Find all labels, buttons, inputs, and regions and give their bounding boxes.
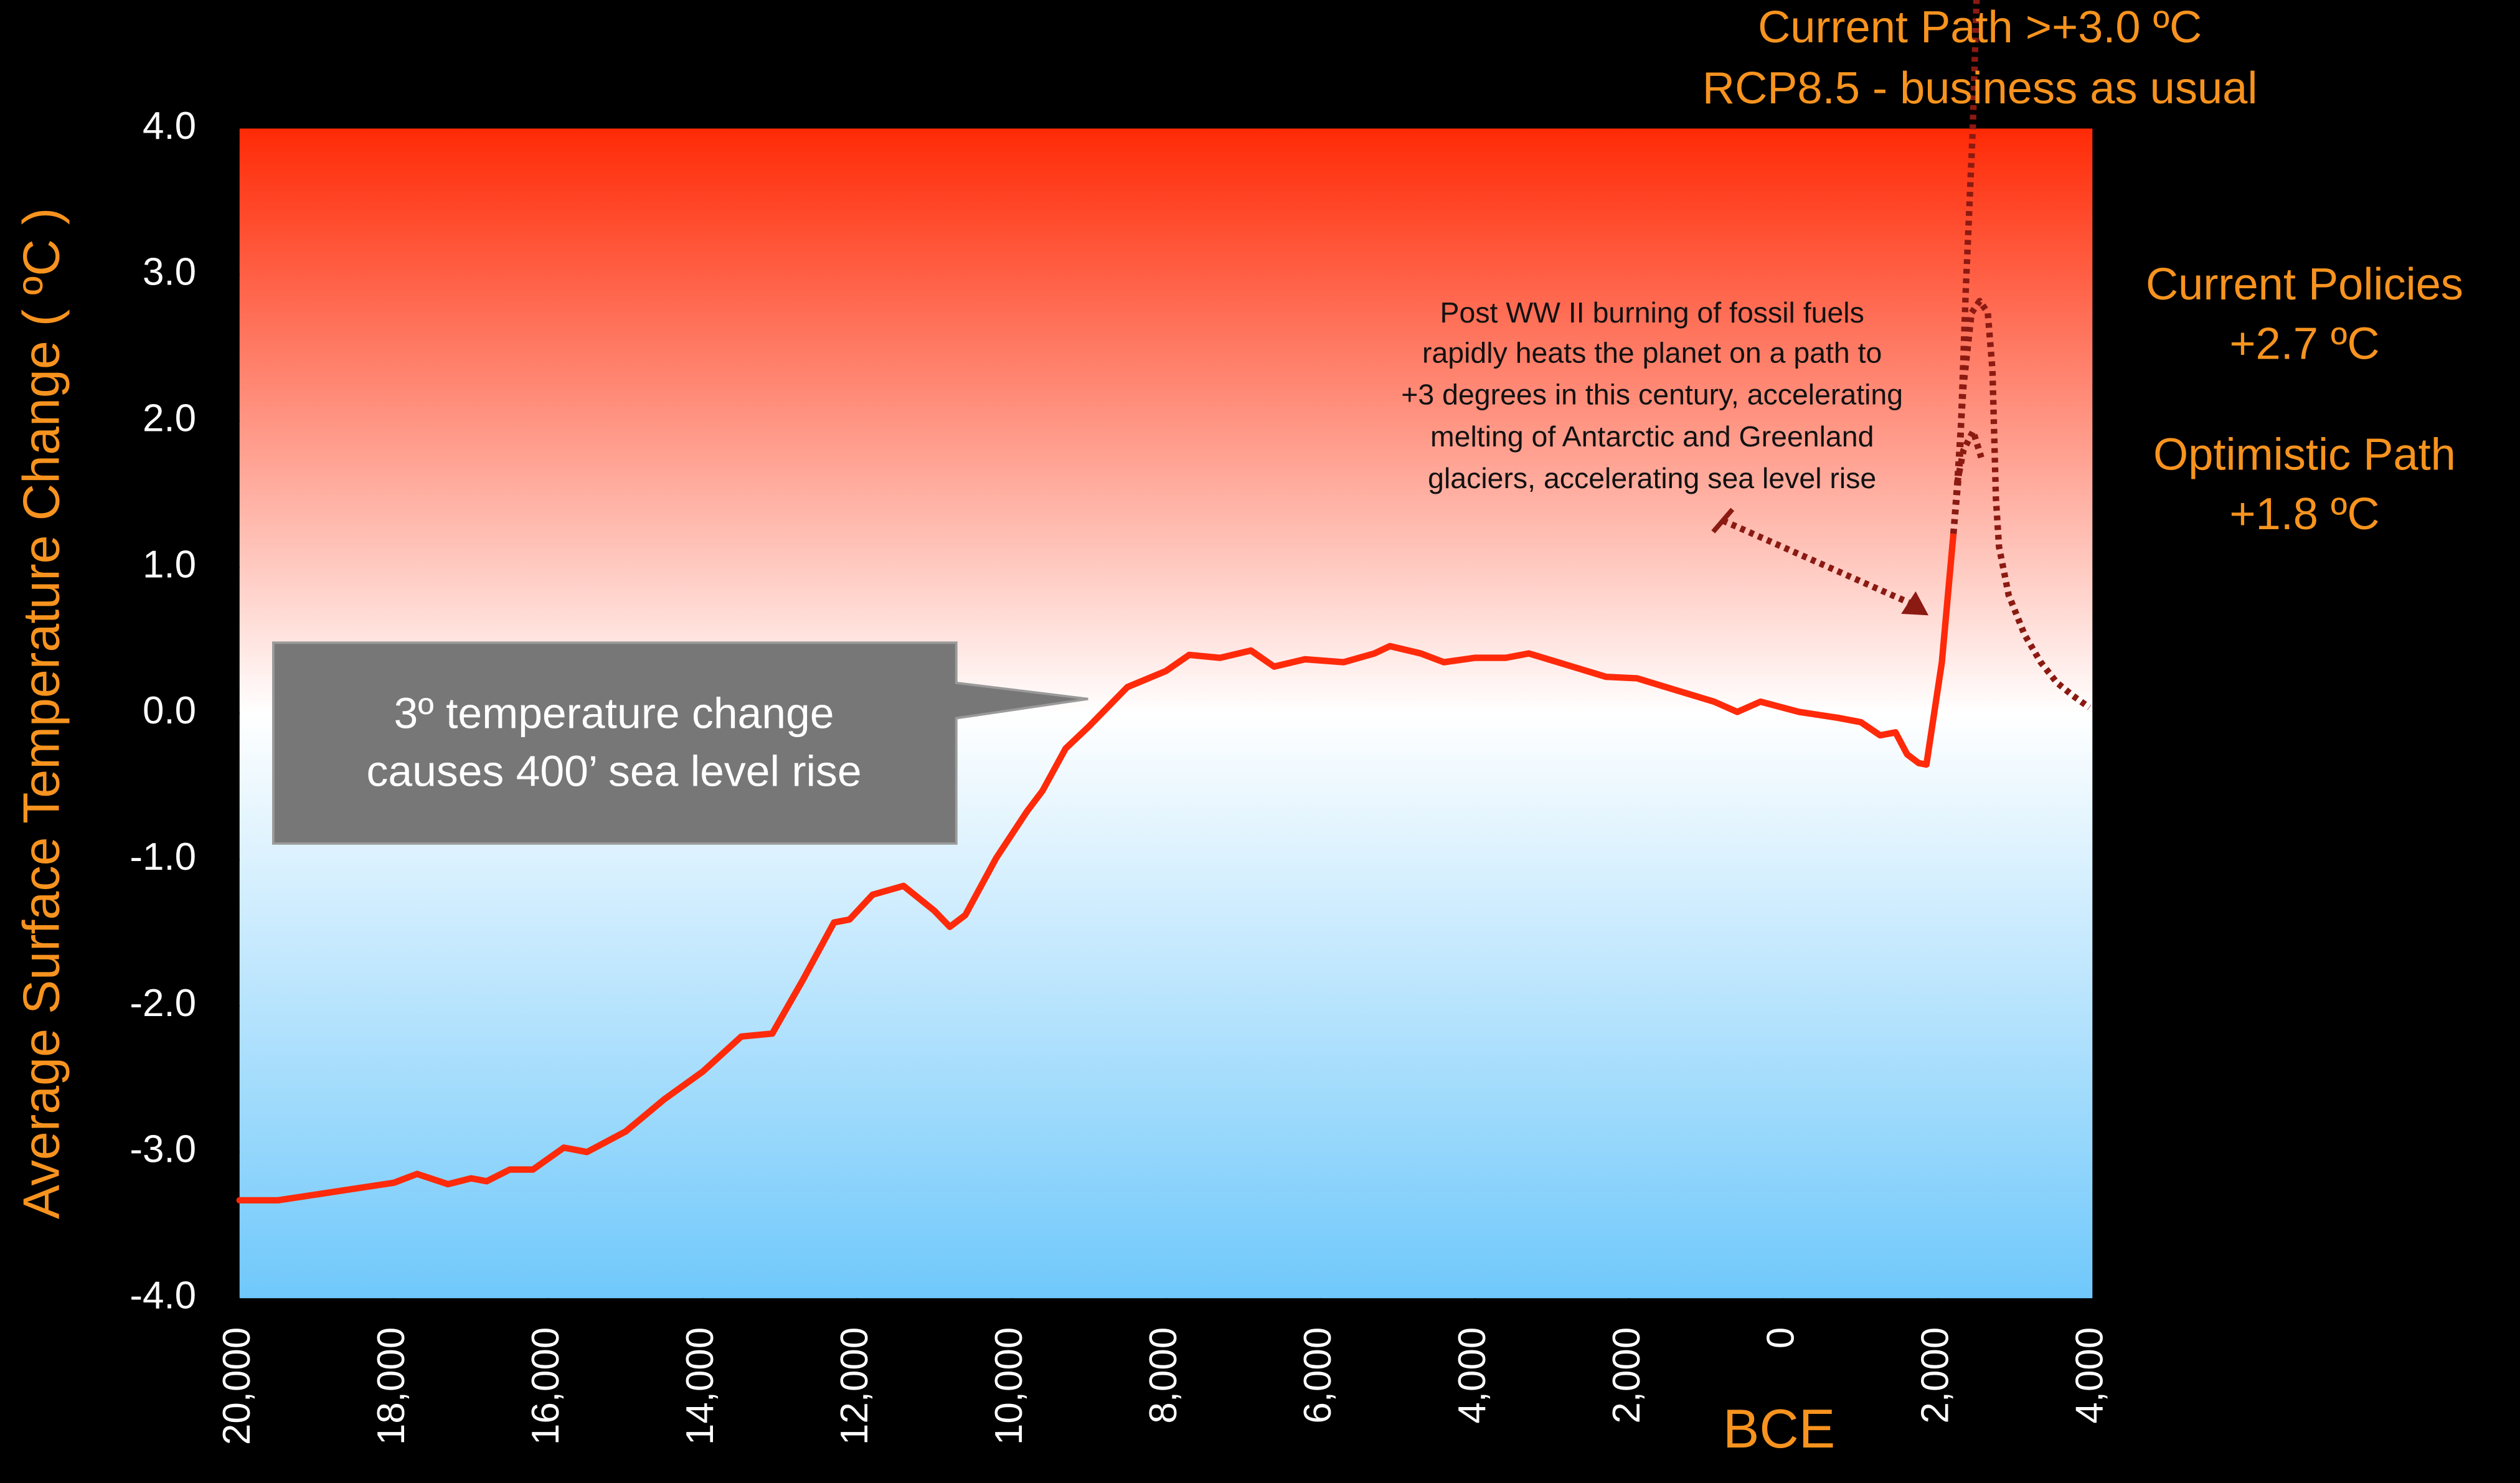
x-tick-label: 14,000 xyxy=(679,1327,722,1445)
line-series xyxy=(1954,428,1984,483)
x-tick-label: 12,000 xyxy=(833,1327,876,1445)
x-tick-label: 18,000 xyxy=(370,1327,413,1445)
x-tick-label: 4,000 xyxy=(2069,1327,2112,1424)
y-tick-label: -4.0 xyxy=(130,1274,196,1317)
x-tick-label: 10,000 xyxy=(988,1327,1031,1445)
y-tick-label: -2.0 xyxy=(130,982,196,1025)
arrow-head xyxy=(1901,591,1929,616)
y-tick-label: -1.0 xyxy=(130,836,196,878)
line-series xyxy=(1950,0,1980,534)
annotation-text: +3 degrees in this century, accelerating xyxy=(1401,379,1903,411)
annotation-text: rapidly heats the planet on a path to xyxy=(1422,337,1882,369)
arrow-tail xyxy=(1711,507,1735,534)
y-tick-label: -3.0 xyxy=(130,1128,196,1171)
callout-text: causes 400’ sea level rise xyxy=(367,746,862,795)
annotation-text: +1.8 ºC xyxy=(2229,489,2379,539)
x-tick-label: 2,000 xyxy=(1914,1327,1957,1424)
line-series xyxy=(236,530,1957,1204)
x-tick-label: 0 xyxy=(1760,1327,1803,1349)
x-tick-label: 20,000 xyxy=(215,1327,258,1445)
y-tick-label: 2.0 xyxy=(143,397,196,440)
line-series xyxy=(1950,298,2092,710)
annotation-text: melting of Antarctic and Greenland xyxy=(1430,420,1874,453)
x-tick-label: 8,000 xyxy=(1142,1327,1185,1424)
callout-text: 3º temperature change xyxy=(394,689,834,737)
annotation-text: +2.7 ºC xyxy=(2229,319,2379,369)
x-tick-label: 4,000 xyxy=(1451,1327,1494,1424)
x-tick-label: 16,000 xyxy=(524,1327,567,1445)
x-tick-label: 6,000 xyxy=(1296,1327,1339,1424)
annotation-text: Post WW II burning of fossil fuels xyxy=(1440,296,1864,329)
y-axis-label: Average Surface Temperature Change ( ºC … xyxy=(12,208,70,1219)
y-tick-label: 0.0 xyxy=(143,689,196,732)
annotation-text: Current Path >+3.0 ºC xyxy=(1758,2,2202,52)
annotation-text: Optimistic Path xyxy=(2153,430,2456,480)
y-tick-label: 3.0 xyxy=(143,251,196,294)
annotation-text: Current Policies xyxy=(2146,260,2463,309)
y-tick-label: 1.0 xyxy=(143,543,196,586)
y-tick-label: 4.0 xyxy=(143,105,196,148)
annotation-text: RCP8.5 - business as usual xyxy=(1702,64,2258,113)
x-axis-label: BCE xyxy=(1723,1398,1835,1459)
annotation-text: glaciers, accelerating sea level rise xyxy=(1428,462,1876,494)
x-tick-label: 2,000 xyxy=(1605,1327,1648,1424)
callout-box xyxy=(272,641,1088,845)
